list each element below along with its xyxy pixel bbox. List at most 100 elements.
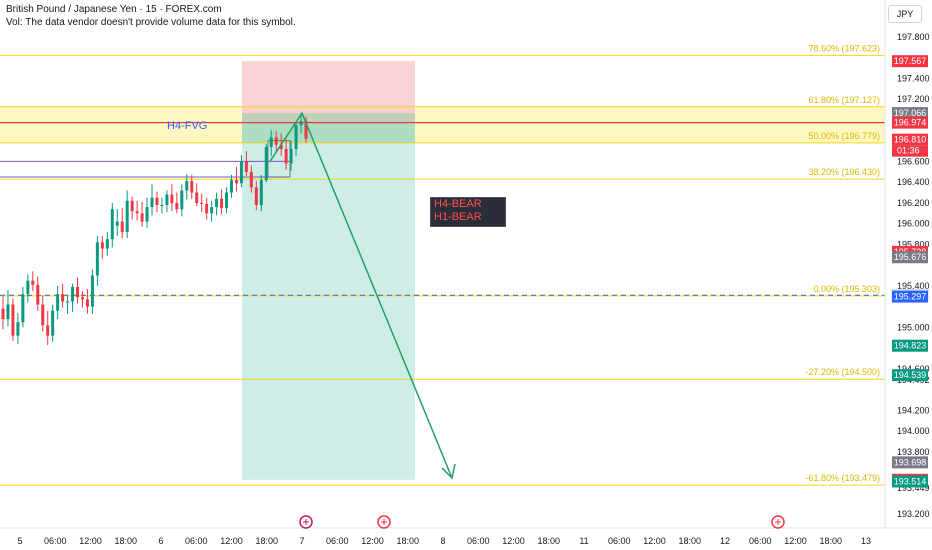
price-label-0: 197.567 xyxy=(894,56,927,66)
candle-body xyxy=(120,221,124,232)
price-label-bg-8 xyxy=(892,339,928,352)
countdown-bg xyxy=(892,145,928,157)
price-label-2: 196.974 xyxy=(894,118,927,128)
y-tick-4: 196.400 xyxy=(897,177,930,187)
candle-body xyxy=(31,280,35,285)
price-label-bg-7 xyxy=(892,290,928,303)
y-tick-0: 197.800 xyxy=(897,32,930,42)
candle-body xyxy=(170,194,174,203)
candle-body xyxy=(90,275,94,307)
projection-arrow-head xyxy=(441,463,456,480)
x-tick-19: 18:00 xyxy=(678,536,701,546)
candle-body xyxy=(26,280,30,295)
x-tick-24: 13 xyxy=(861,536,871,546)
candle-body xyxy=(140,213,144,222)
candle-body xyxy=(234,180,238,184)
candle-body xyxy=(41,304,45,326)
candle-body xyxy=(85,299,89,307)
candle-body xyxy=(299,120,303,126)
candle-body xyxy=(254,187,258,205)
x-tick-8: 7 xyxy=(299,536,304,546)
price-label-bg-0 xyxy=(892,55,928,68)
x-tick-23: 18:00 xyxy=(819,536,842,546)
candle-body xyxy=(264,146,268,181)
candle-body xyxy=(215,198,219,208)
candle-body xyxy=(80,297,84,300)
price-label-bg-9 xyxy=(892,369,928,382)
candle-body xyxy=(6,304,10,320)
price-label-bg-2 xyxy=(892,116,928,129)
x-tick-18: 12:00 xyxy=(643,536,666,546)
price-label-bg-12 xyxy=(892,475,928,488)
candle-body xyxy=(195,192,199,203)
signal-box: H4-BEAR H1-BEAR xyxy=(430,197,506,227)
price-label-7: 195.297 xyxy=(894,292,927,302)
candle-body xyxy=(1,308,5,320)
currency-button[interactable]: JPY xyxy=(888,5,922,23)
x-tick-10: 12:00 xyxy=(361,536,384,546)
candle-body xyxy=(145,207,149,222)
candle-body xyxy=(56,294,60,311)
x-tick-16: 11 xyxy=(579,536,588,546)
candle-body xyxy=(150,197,154,208)
x-tick-9: 06:00 xyxy=(326,536,349,546)
candle-body xyxy=(259,180,263,205)
price-label-bg-10 xyxy=(892,456,928,469)
fvg-label: H4-FVG xyxy=(167,120,207,132)
fib-label-3: 38.20% (196.430) xyxy=(808,167,880,177)
x-tick-1: 06:00 xyxy=(44,536,67,546)
y-tick-3: 196.600 xyxy=(897,156,930,166)
candle-body xyxy=(304,120,308,139)
price-label-1: 197.066 xyxy=(894,108,927,118)
candle-body xyxy=(225,192,229,209)
y-tick-16: 193.200 xyxy=(897,509,930,519)
x-tick-15: 18:00 xyxy=(537,536,560,546)
candle-body xyxy=(16,322,20,336)
signal-h1: H1-BEAR xyxy=(434,211,482,223)
candle-body xyxy=(21,294,25,323)
candle-body xyxy=(46,325,50,336)
y-tick-2: 197.200 xyxy=(897,94,930,104)
y-tick-7: 195.800 xyxy=(897,239,930,249)
candle-body xyxy=(249,171,253,188)
price-label-bg-3 xyxy=(892,133,928,146)
fib-label-5: -27.20% (194.500) xyxy=(805,367,880,377)
candle-body xyxy=(205,203,209,214)
candle-body xyxy=(36,284,40,305)
fib-label-2: 50.00% (196.779) xyxy=(808,131,880,141)
y-tick-8: 195.400 xyxy=(897,281,930,291)
y-tick-14: 193.800 xyxy=(897,447,930,457)
candle-body xyxy=(279,144,283,149)
candle-body xyxy=(284,148,288,164)
candle-body xyxy=(190,181,194,193)
candle-body xyxy=(220,198,224,209)
y-tick-13: 194.000 xyxy=(897,426,930,436)
x-tick-2: 12:00 xyxy=(79,536,102,546)
x-tick-11: 18:00 xyxy=(396,536,419,546)
chart-title: British Pound / Japanese Yen · 15 · FORE… xyxy=(6,4,222,15)
candle-body xyxy=(125,200,129,232)
fib-label-1: 61.80% (197.127) xyxy=(808,95,880,105)
candle-body xyxy=(115,221,119,226)
fib-label-0: 78.60% (197.623) xyxy=(808,43,880,53)
x-tick-4: 6 xyxy=(158,536,163,546)
x-tick-3: 18:00 xyxy=(114,536,137,546)
x-tick-21: 06:00 xyxy=(749,536,772,546)
price-label-8: 194.823 xyxy=(894,341,927,351)
candle-body xyxy=(105,239,109,249)
price-label-12: 193.514 xyxy=(894,476,927,486)
candle-body xyxy=(229,180,233,193)
candle-body xyxy=(239,161,243,184)
candle-body xyxy=(165,194,169,205)
candle-body xyxy=(100,242,104,249)
stop-loss-zone xyxy=(242,61,415,123)
candle-body xyxy=(76,286,80,298)
y-tick-1: 197.400 xyxy=(897,73,930,83)
candle-body xyxy=(269,137,273,147)
countdown-label: 01:36 xyxy=(897,146,920,156)
candle-body xyxy=(11,304,15,336)
candle-body xyxy=(61,294,65,302)
x-tick-17: 06:00 xyxy=(608,536,631,546)
y-tick-10: 194.600 xyxy=(897,364,930,374)
